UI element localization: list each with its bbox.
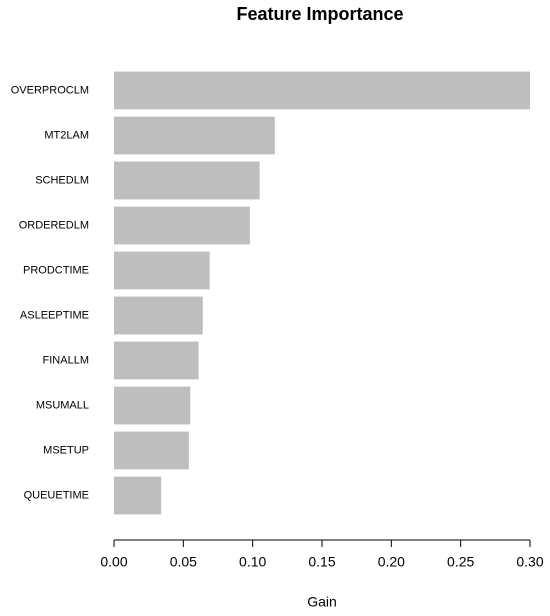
bar bbox=[114, 206, 250, 245]
bar bbox=[114, 161, 260, 200]
x-tick-label: 0.05 bbox=[170, 554, 197, 570]
bar bbox=[114, 296, 203, 335]
x-tick-label: 0.20 bbox=[378, 554, 405, 570]
bar bbox=[114, 71, 530, 110]
x-tick-label: 0.30 bbox=[516, 554, 543, 570]
x-tick-label: 0.00 bbox=[100, 554, 127, 570]
bar bbox=[114, 476, 162, 515]
bar bbox=[114, 431, 189, 470]
x-tick-label: 0.15 bbox=[308, 554, 335, 570]
y-tick-label: ASLEEPTIME bbox=[20, 309, 89, 321]
y-tick-label: MSETUP bbox=[43, 444, 89, 456]
x-axis-label: Gain bbox=[307, 594, 337, 610]
bar bbox=[114, 386, 191, 425]
bar bbox=[114, 116, 275, 155]
y-tick-label: MSUMALL bbox=[36, 399, 89, 411]
x-tick-label: 0.25 bbox=[447, 554, 474, 570]
y-tick-label: QUEUETIME bbox=[24, 489, 89, 501]
chart-title: Feature Importance bbox=[236, 4, 403, 24]
y-tick-label: PRODCTIME bbox=[23, 264, 89, 276]
y-tick-label: MT2LAM bbox=[44, 129, 89, 141]
y-tick-label: ORDEREDLM bbox=[19, 219, 89, 231]
x-tick-label: 0.10 bbox=[239, 554, 266, 570]
y-tick-label: SCHEDLM bbox=[35, 174, 89, 186]
y-tick-label: OVERPROCLM bbox=[11, 84, 89, 96]
y-tick-label: FINALLM bbox=[43, 354, 89, 366]
bar bbox=[114, 341, 199, 380]
bar bbox=[114, 251, 210, 290]
